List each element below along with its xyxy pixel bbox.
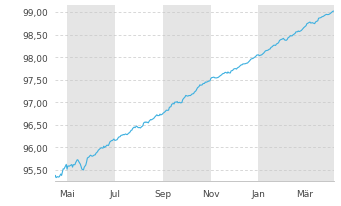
Bar <box>67 6 115 181</box>
Bar <box>163 6 211 181</box>
Bar <box>305 6 336 181</box>
Bar <box>258 6 305 181</box>
